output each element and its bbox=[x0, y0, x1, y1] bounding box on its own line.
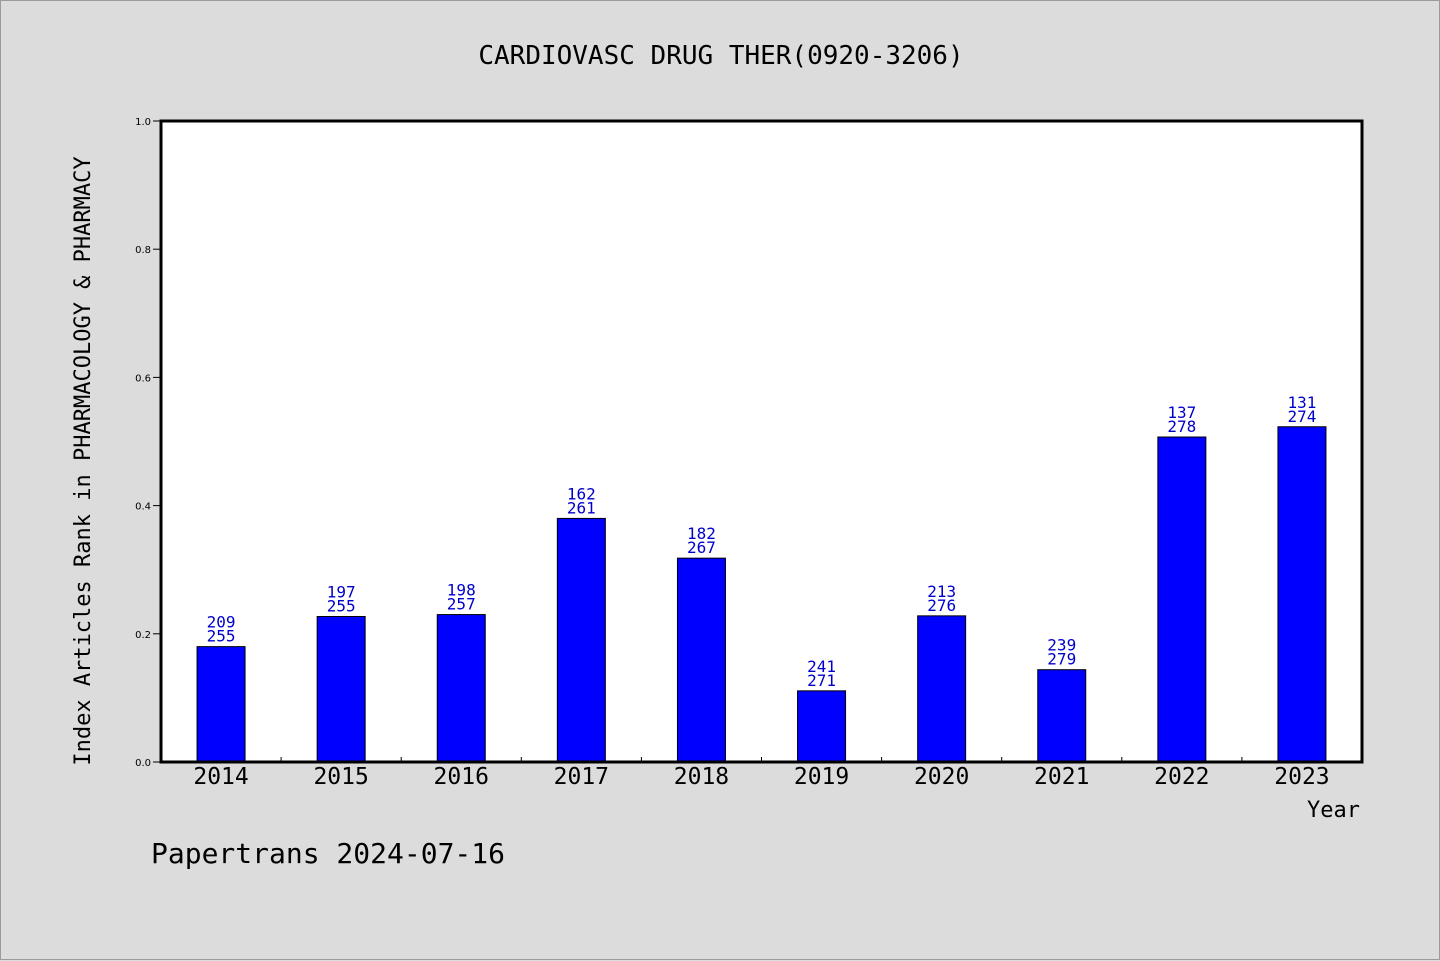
footer-watermark: Papertrans 2024-07-16 bbox=[151, 837, 505, 870]
x-tick-label-2022: 2022 bbox=[1154, 764, 1209, 790]
bars-layer bbox=[196, 426, 1327, 763]
x-tick-label-2016: 2016 bbox=[434, 764, 489, 790]
y-tick-label-0.6: 0.6 bbox=[135, 373, 151, 384]
y-tick-label-0.0: 0.0 bbox=[135, 758, 151, 769]
bar-label-bottom-2022: 278 bbox=[1167, 417, 1196, 436]
bar-label-bottom-2021: 279 bbox=[1047, 650, 1076, 669]
bar-label-top-2018: 182 bbox=[687, 524, 716, 543]
bar-label-top-2021: 239 bbox=[1047, 636, 1076, 655]
bar-2018 bbox=[676, 557, 726, 763]
x-axis: 2014 2015 2016 2017 2018 2019 2020 2021 2022 2023 bbox=[193, 757, 1330, 790]
x-tick-label-2018: 2018 bbox=[674, 764, 729, 790]
bar-label-top-2016: 198 bbox=[447, 581, 476, 600]
bar-label-top-2019: 241 bbox=[807, 657, 836, 676]
x-tick-label-2021: 2021 bbox=[1034, 764, 1089, 790]
bar-2017 bbox=[556, 517, 606, 763]
bar-labels-layer: 2092551972551982571622611822672412712132… bbox=[207, 393, 1317, 690]
x-tick-label-2019: 2019 bbox=[794, 764, 849, 790]
bar-label-top-2014: 209 bbox=[207, 613, 236, 632]
bar-2014 bbox=[196, 646, 246, 763]
bar-label-bottom-2019: 271 bbox=[807, 671, 836, 690]
x-tick-label-2017: 2017 bbox=[554, 764, 609, 790]
y-tick-label-0.4: 0.4 bbox=[135, 502, 151, 513]
bar-label-bottom-2014: 255 bbox=[207, 627, 236, 646]
y-axis: 0.0 0.2 0.4 0.6 0.8 1.0 bbox=[135, 117, 161, 769]
bar-label-top-2020: 213 bbox=[927, 582, 956, 601]
bar-2023 bbox=[1277, 426, 1327, 763]
bar-label-top-2023: 131 bbox=[1287, 393, 1316, 412]
bar-label-bottom-2018: 267 bbox=[687, 538, 716, 557]
bar-2020 bbox=[917, 615, 967, 763]
x-tick-label-2023: 2023 bbox=[1274, 764, 1329, 790]
x-axis-label: Year bbox=[1307, 798, 1360, 823]
bar-label-top-2017: 162 bbox=[567, 484, 596, 503]
plot-border bbox=[159, 119, 1364, 764]
bar-label-top-2022: 137 bbox=[1167, 403, 1196, 422]
bar-label-top-2015: 197 bbox=[327, 582, 356, 601]
bar-2015 bbox=[316, 615, 366, 763]
bar-2016 bbox=[436, 614, 486, 763]
bar-label-bottom-2020: 276 bbox=[927, 596, 956, 615]
x-tick-label-2015: 2015 bbox=[313, 764, 368, 790]
bar-label-bottom-2023: 274 bbox=[1287, 407, 1316, 426]
bar-label-bottom-2017: 261 bbox=[567, 498, 596, 517]
bar-label-bottom-2015: 255 bbox=[327, 596, 356, 615]
y-tick-label-1.0: 1.0 bbox=[135, 117, 151, 128]
bar-2019 bbox=[797, 690, 847, 763]
bar-2022 bbox=[1157, 436, 1207, 763]
bar-2021 bbox=[1037, 669, 1087, 763]
y-axis-label: Index Articles Rank in PHARMACOLOGY & PH… bbox=[71, 156, 96, 765]
y-tick-label-0.2: 0.2 bbox=[135, 630, 151, 641]
x-tick-label-2014: 2014 bbox=[193, 764, 248, 790]
x-tick-label-2020: 2020 bbox=[914, 764, 969, 790]
chart-title: CARDIOVASC DRUG THER(0920-3206) bbox=[478, 41, 963, 71]
y-tick-label-0.8: 0.8 bbox=[135, 245, 151, 256]
bar-label-bottom-2016: 257 bbox=[447, 595, 476, 614]
